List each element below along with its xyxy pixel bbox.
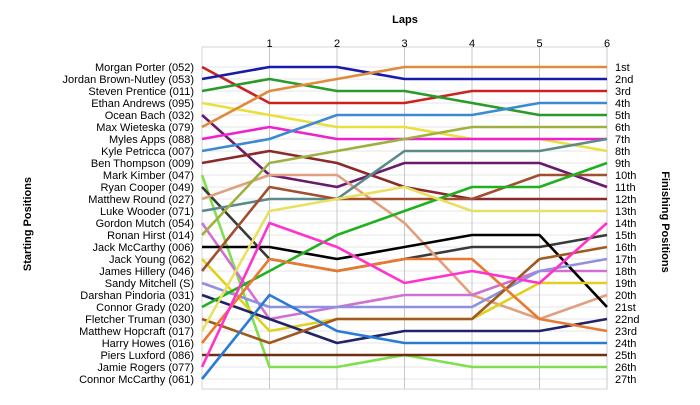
- lap-tick-label: 1: [266, 38, 272, 50]
- lap-tick-label: 2: [334, 38, 340, 50]
- finishing-position-label: 8th: [615, 146, 630, 158]
- finishing-position-label: 4th: [615, 98, 630, 110]
- starting-position-label: Morgan Porter (052): [95, 62, 194, 74]
- starting-position-label: Myles Apps (088): [109, 134, 194, 146]
- starting-position-label: Gordon Mutch (054): [96, 218, 194, 230]
- series-line-20: [201, 293, 608, 345]
- starting-position-label: Jordan Brown-Nutley (053): [63, 74, 194, 86]
- finishing-position-label: 10th: [615, 170, 636, 182]
- lap-tick-label: 6: [604, 38, 610, 50]
- starting-position-label: Ben Thompson (009): [91, 158, 194, 170]
- starting-position-label: Matthew Hopcraft (017): [79, 326, 194, 338]
- finishing-position-label: 12th: [615, 194, 636, 206]
- series-line-6: [201, 65, 607, 129]
- starting-position-label: Steven Prentice (011): [88, 86, 194, 98]
- y-axis-title-right: Finishing Positions: [659, 171, 671, 272]
- finishing-position-label: 2nd: [615, 74, 633, 86]
- series-line-23: [200, 185, 607, 332]
- starting-position-label: Luke Wooder (071): [100, 206, 194, 218]
- starting-position-label: Kyle Petricca (007): [101, 146, 194, 158]
- finishing-position-label: 20th: [615, 290, 636, 302]
- finishing-position-label: 7th: [615, 134, 630, 146]
- starting-position-label: James Hillery (046): [99, 266, 194, 278]
- finishing-position-label: 17th: [615, 254, 636, 266]
- starting-position-label: Ethan Andrews (095): [91, 98, 194, 110]
- starting-position-label: Piers Luxford (086): [100, 350, 194, 362]
- series-line-2: [201, 65, 607, 81]
- finishing-position-label: 18th: [615, 266, 636, 278]
- x-axis-title: Laps: [392, 14, 418, 26]
- finishing-position-label: 11th: [615, 182, 636, 194]
- finishing-position-label: 23rd: [615, 326, 637, 338]
- series-line-18: [200, 173, 607, 272]
- finishing-position-label: 13th: [615, 206, 636, 218]
- tick-labels: Morgan Porter (052)Jordan Brown-Nutley (…: [63, 38, 640, 386]
- starting-position-label: Harry Howes (016): [102, 338, 194, 350]
- finishing-position-label: 15th: [615, 230, 636, 242]
- starting-position-label: Ocean Bach (032): [105, 110, 194, 122]
- series-line-21: [201, 161, 608, 309]
- finishing-position-label: 6th: [615, 122, 630, 134]
- starting-position-label: Matthew Round (027): [88, 194, 194, 206]
- finishing-position-label: 14th: [615, 218, 636, 230]
- series-layer: [200, 65, 608, 380]
- series-line-26: [200, 221, 608, 368]
- series-line-15: [201, 125, 607, 236]
- starting-position-label: Connor Grady (020): [96, 302, 194, 314]
- finishing-position-label: 22nd: [615, 314, 639, 326]
- starting-position-label: Ronan Hirst (014): [107, 230, 194, 242]
- series-line-1: [201, 65, 607, 105]
- lap-tick-label: 4: [469, 38, 475, 50]
- lap-tick-label: 5: [536, 38, 542, 50]
- series-line-3: [201, 77, 607, 117]
- series-line-27: [200, 293, 607, 380]
- starting-position-label: Sandy Mitchell (S): [105, 278, 194, 290]
- starting-position-label: Jack Young (062): [109, 254, 194, 266]
- starting-position-label: Jack McCarthy (006): [93, 242, 194, 254]
- starting-position-label: Darshan Pindoria (031): [80, 290, 194, 302]
- series-line-8: [201, 101, 607, 153]
- series-line-13: [201, 137, 608, 213]
- series-line-22: [201, 245, 608, 345]
- series-line-19: [201, 257, 608, 309]
- series-line-16: [202, 233, 608, 308]
- starting-position-label: Connor McCarthy (061): [79, 374, 194, 386]
- series-line-24: [200, 257, 608, 344]
- lap-tick-label: 3: [401, 38, 407, 50]
- finishing-position-label: 9th: [615, 158, 630, 170]
- finishing-position-label: 24th: [615, 338, 636, 350]
- finishing-position-label: 21st: [615, 302, 636, 314]
- starting-position-label: Ryan Cooper (049): [100, 182, 194, 194]
- finishing-position-label: 16th: [615, 242, 636, 254]
- finishing-position-label: 1st: [615, 62, 630, 74]
- starting-position-label: Mark Kimber (047): [103, 170, 194, 182]
- finishing-position-label: 3rd: [615, 86, 631, 98]
- finishing-position-label: 19th: [615, 278, 636, 290]
- finishing-position-label: 25th: [615, 350, 636, 362]
- finishing-position-label: 5th: [615, 110, 630, 122]
- starting-position-label: Jamie Rogers (077): [97, 362, 194, 374]
- finishing-position-label: 27th: [615, 374, 636, 386]
- starting-position-label: Fletcher Truman (030): [85, 314, 194, 326]
- starting-position-label: Max Wieteska (079): [96, 122, 194, 134]
- finishing-position-label: 26th: [615, 362, 636, 374]
- y-axis-title-left: Starting Positions: [22, 177, 34, 271]
